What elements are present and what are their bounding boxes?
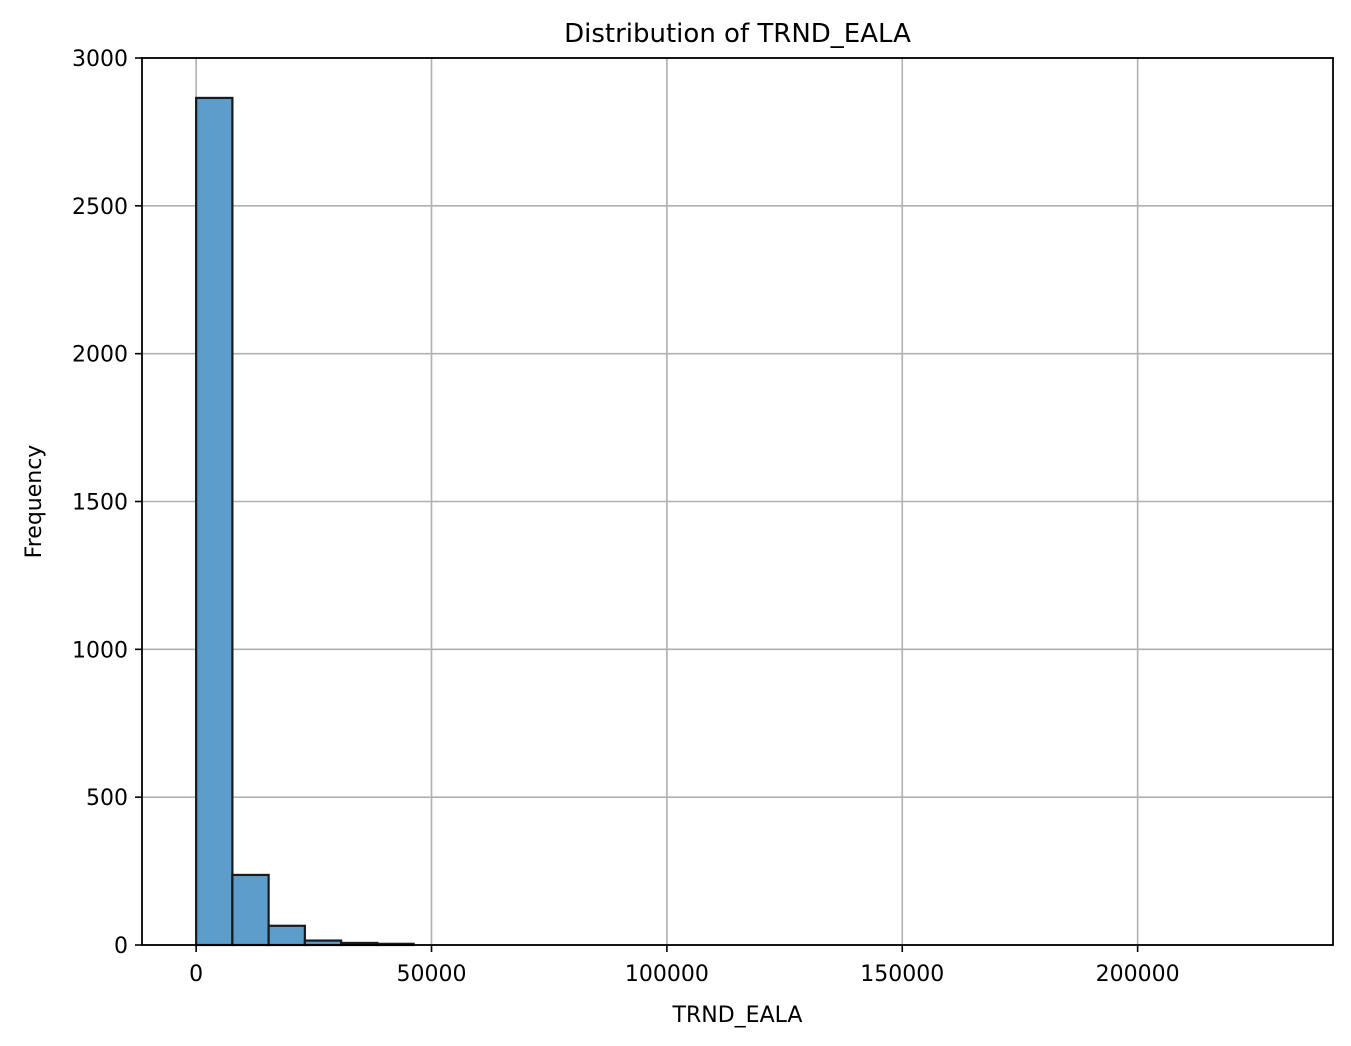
x-tick-label-1: 50000 [397,962,467,987]
y-tick-label-6: 3000 [72,47,128,72]
y-tick-label-5: 2500 [72,195,128,220]
x-axis-label: TRND_EALA [672,1003,803,1028]
y-tick-label-0: 0 [114,934,128,959]
x-tick-label-3: 150000 [860,962,944,987]
y-tick-label-3: 1500 [72,491,128,516]
chart-title: Distribution of TRND_EALA [564,19,911,49]
x-tick-label-2: 100000 [625,962,709,987]
histogram-bar-1 [231,873,270,947]
y-axis-label: Frequency [22,445,47,559]
x-tick-label-4: 200000 [1096,962,1180,987]
histogram-bars [195,96,415,947]
y-tick-label-1: 500 [86,786,128,811]
x-axis-ticks: 0 50000 100000 150000 200000 [189,945,1180,987]
grid [142,57,1333,946]
y-tick-label-2: 1000 [72,638,128,663]
histogram-bar-2 [267,924,306,947]
y-axis-ticks: 0 500 1000 1500 2000 2500 3000 [72,47,142,959]
x-tick-label-0: 0 [189,962,203,987]
histogram-bar-0 [195,96,234,947]
y-tick-label-4: 2000 [72,343,128,368]
